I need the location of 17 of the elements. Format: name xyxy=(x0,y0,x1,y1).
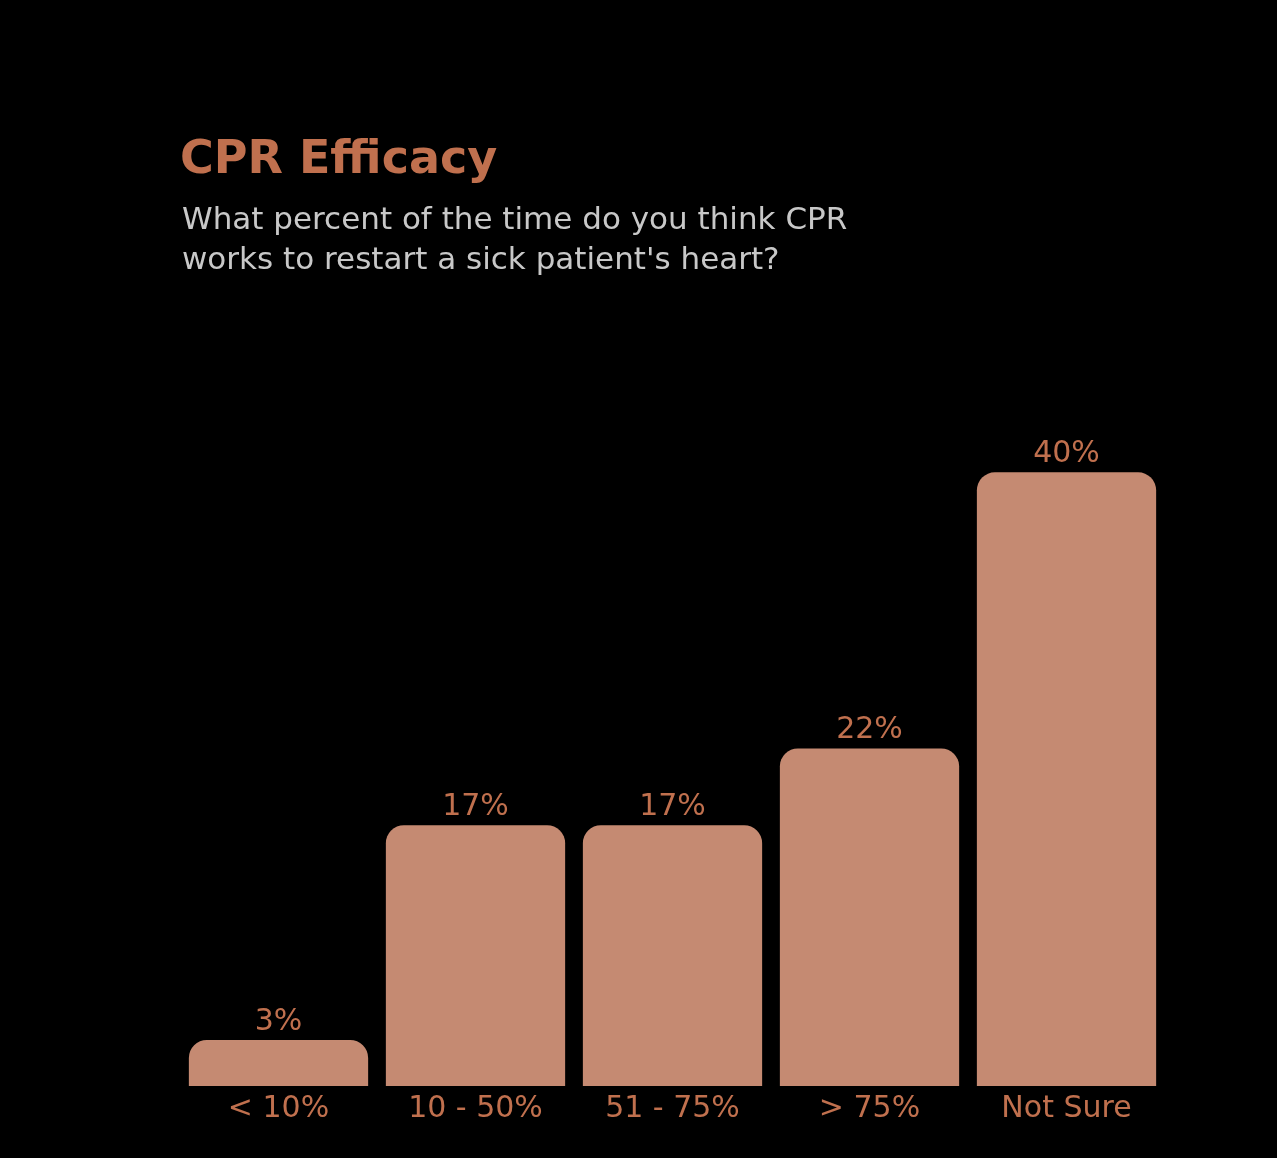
data-label: 17% xyxy=(442,787,509,823)
bar xyxy=(582,825,763,1086)
data-label: 3% xyxy=(254,1001,303,1037)
x-tick-label: 51 - 75% xyxy=(605,1089,740,1124)
bar xyxy=(385,825,566,1086)
bar xyxy=(779,748,960,1086)
x-tick-label: < 10% xyxy=(227,1089,330,1124)
data-label: 40% xyxy=(1033,434,1100,470)
x-tick-label: Not Sure xyxy=(1001,1089,1132,1124)
x-tick-label: > 75% xyxy=(818,1089,921,1124)
chart-title: CPR Efficacy xyxy=(180,130,498,185)
bar xyxy=(976,472,1157,1086)
data-label: 22% xyxy=(836,710,903,746)
x-tick-label: 10 - 50% xyxy=(408,1089,543,1124)
data-label: 17% xyxy=(639,787,706,823)
chart-subtitle: What percent of the time do you think CPR works to restart a sick patient's heart? xyxy=(182,200,848,277)
bar xyxy=(188,1039,369,1086)
